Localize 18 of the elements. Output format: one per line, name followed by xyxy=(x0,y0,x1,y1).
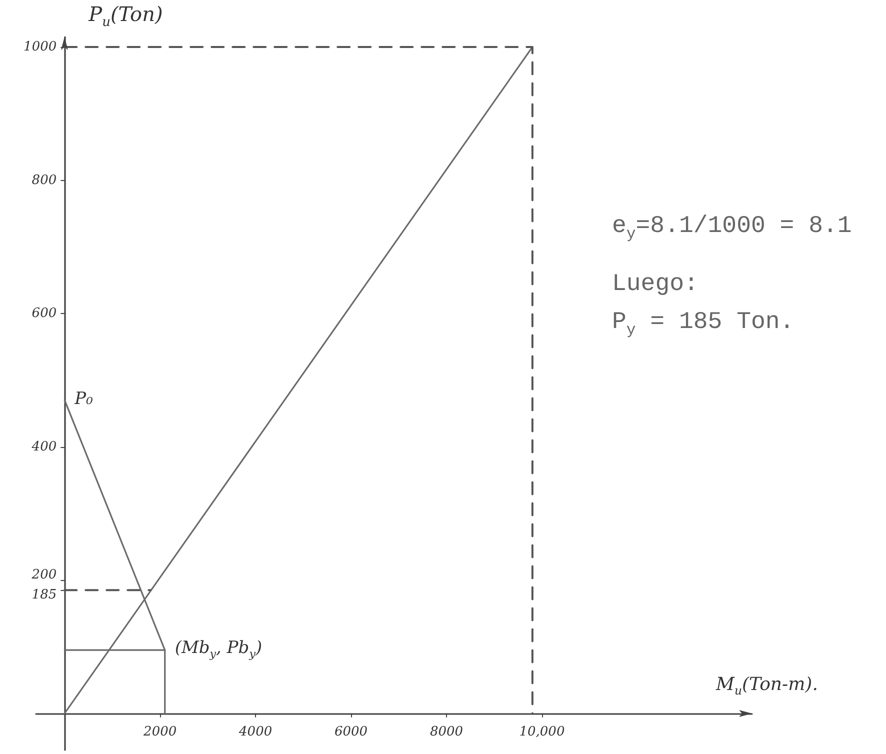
y-tick-label: 1000 xyxy=(24,39,57,54)
annotation: Luego: xyxy=(612,271,698,300)
annotation: P₀ xyxy=(74,389,93,410)
x-axis-title: M$_{u}$(Ton-m). xyxy=(716,674,818,698)
x-tick-label: 10,000 xyxy=(519,724,565,740)
y-tick-label: 400 xyxy=(30,439,57,454)
x-tick-label: 2000 xyxy=(142,724,177,740)
y-tick-label: 185 xyxy=(32,588,57,603)
annotation: (Mb$_{y}$, Pb$_{y}$) xyxy=(174,638,262,662)
annotation: e$_{y}$=8.1/1000 = 8.1 xyxy=(612,213,852,244)
y-tick-label: 800 xyxy=(32,172,57,188)
y-tick-label: 200 xyxy=(30,568,57,583)
annotation: P$_{y}$ = 185 Ton. xyxy=(612,309,794,340)
x-tick-label: 4000 xyxy=(238,724,272,740)
x-tick-label: 6000 xyxy=(334,724,368,740)
x-tick-label: 8000 xyxy=(430,724,464,740)
y-axis-title: P$_{u}$(Ton) xyxy=(88,2,163,31)
y-tick-label: 600 xyxy=(32,306,57,322)
